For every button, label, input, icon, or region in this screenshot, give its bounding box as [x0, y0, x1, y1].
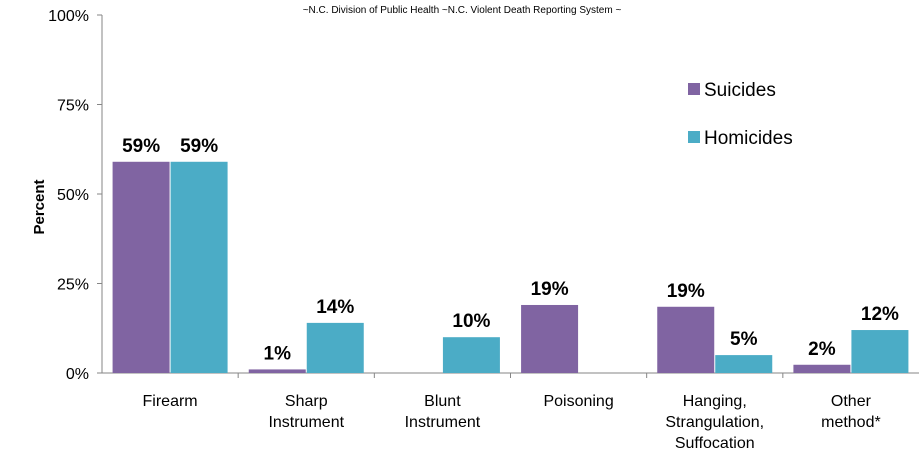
bar-homicides-2: [442, 337, 500, 373]
legend-label-homicides: Homicides: [704, 128, 793, 149]
bar-suicides-4: [657, 306, 715, 373]
legend-swatch-homicides: [688, 131, 700, 143]
data-label: 14%: [316, 297, 354, 318]
x-tick-label: Poisoning: [543, 393, 613, 410]
y-tick-label: 0%: [66, 366, 89, 383]
bar-homicides-0: [170, 161, 228, 373]
bars: 59% 1% 19% 19% 2% 59% 14% 10% 5% 12%: [112, 136, 909, 373]
bar-homicides-1: [306, 322, 364, 373]
y-tick-label: 75%: [57, 98, 89, 115]
data-label: 19%: [667, 281, 705, 302]
bar-suicides-3: [521, 304, 579, 373]
y-tick-label: 100%: [48, 8, 89, 25]
bar-homicides-5: [851, 330, 909, 373]
bar-homicides-4: [715, 355, 773, 373]
legend-swatch-suicides: [688, 83, 700, 95]
x-tick-label: Blunt Instrument: [405, 393, 481, 431]
data-label: 1%: [264, 343, 292, 364]
x-tick-label: Other method*: [821, 393, 881, 431]
axes: 0% 25% 50% 75% 100% Firearm Sharp Instrument Blu…: [48, 8, 919, 452]
bar-suicides-5: [793, 364, 851, 373]
x-tick-label: Hanging, Strangulation, Suffocation: [665, 393, 764, 452]
y-tick-label: 25%: [57, 277, 89, 294]
legend: Suicides Homicides: [688, 80, 793, 149]
source-note: ~N.C. Division of Public Health ~N.C. Vi…: [303, 5, 622, 16]
data-label: 59%: [122, 136, 160, 157]
data-label: 5%: [730, 329, 758, 350]
data-label: 10%: [452, 311, 490, 332]
data-label: 12%: [861, 304, 899, 325]
bar-suicides-1: [248, 369, 306, 373]
x-tick-label: Firearm: [143, 393, 198, 410]
y-tick-label: 50%: [57, 187, 89, 204]
data-label: 59%: [180, 136, 218, 157]
data-label: 19%: [531, 279, 569, 300]
bar-suicides-0: [112, 161, 170, 373]
y-axis-label: Percent: [31, 179, 48, 234]
legend-label-suicides: Suicides: [704, 80, 776, 101]
x-tick-label: Sharp Instrument: [268, 393, 344, 431]
data-label: 2%: [808, 339, 836, 360]
